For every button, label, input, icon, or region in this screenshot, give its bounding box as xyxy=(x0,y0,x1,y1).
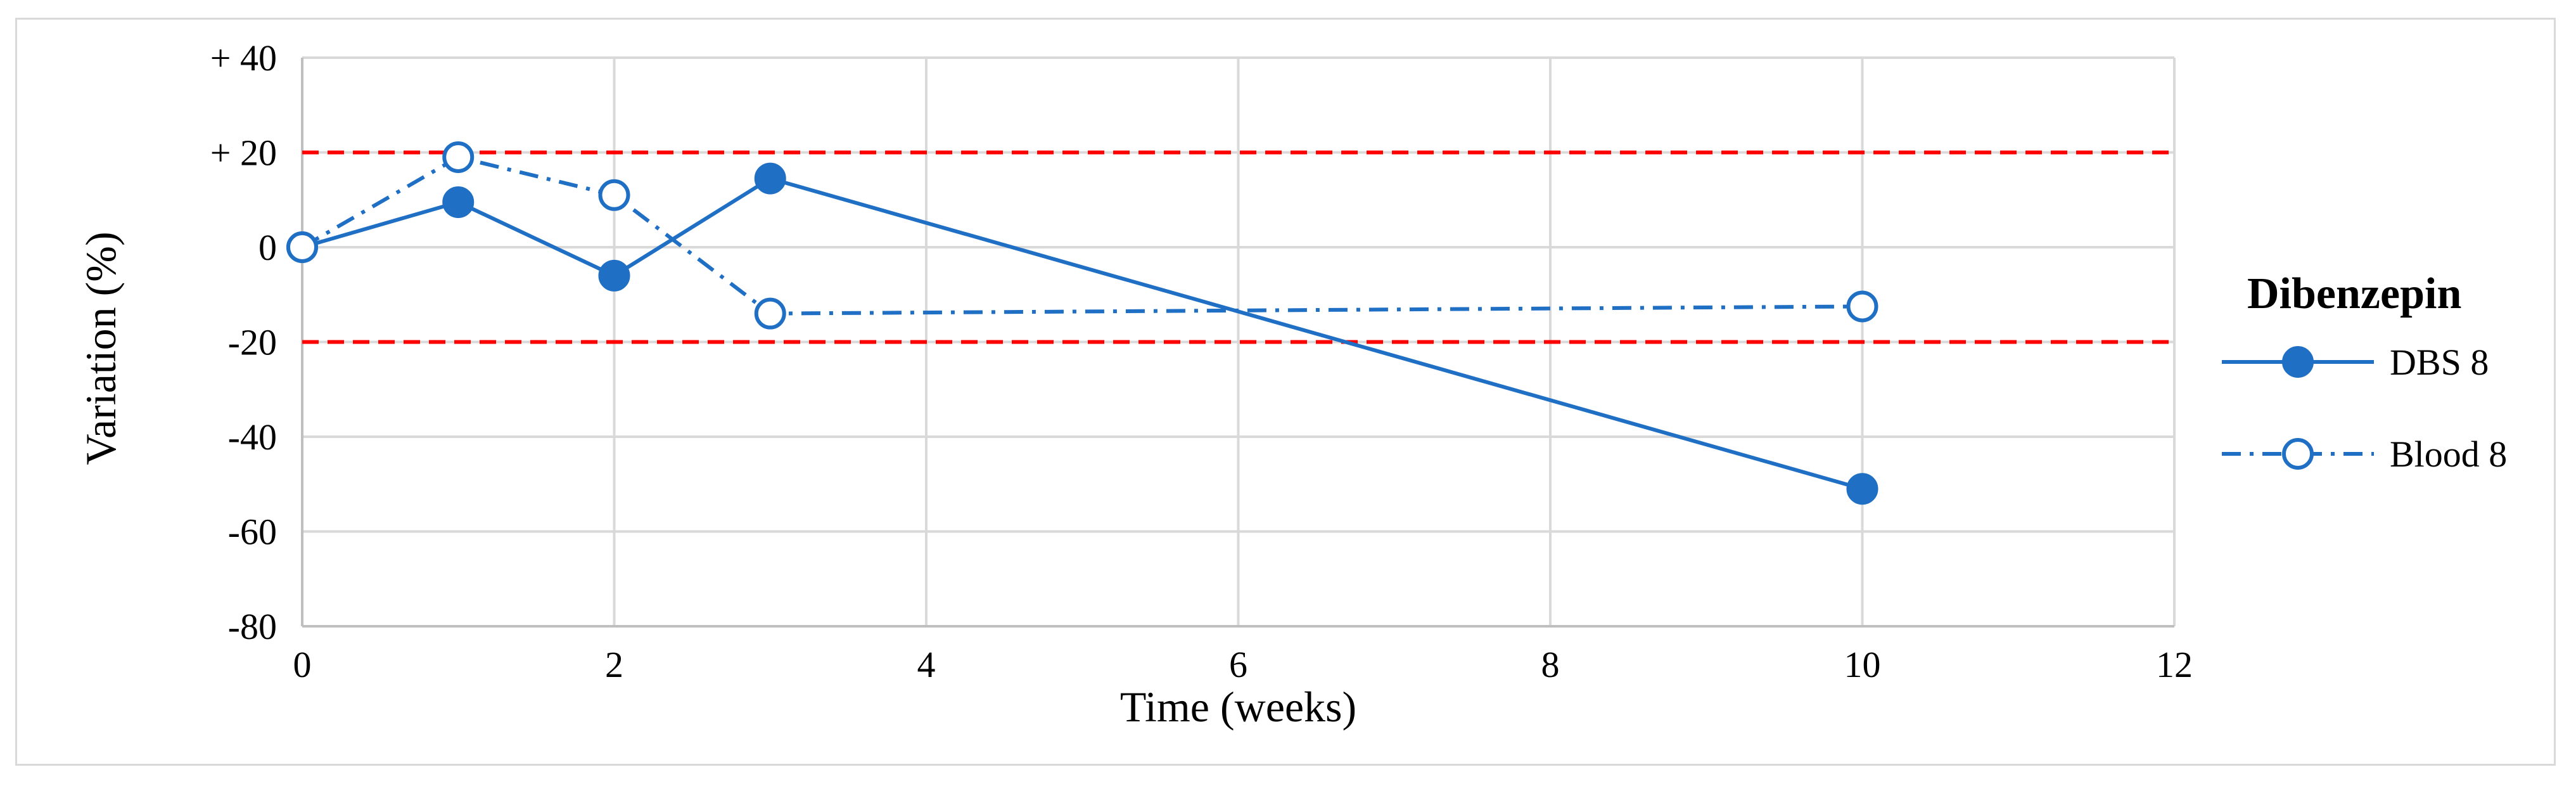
y-tick-label: -60 xyxy=(228,512,277,553)
legend-label: DBS 8 xyxy=(2390,342,2489,383)
x-tick-label: 8 xyxy=(1541,644,1560,685)
data-point xyxy=(598,259,630,292)
y-tick-label: + 40 xyxy=(210,37,277,79)
series-line xyxy=(302,176,1863,491)
y-tick-label: -40 xyxy=(228,416,277,458)
x-tick-label: 2 xyxy=(605,644,623,685)
legend-title: Dibenzepin xyxy=(2247,269,2461,318)
legend-item: Blood 8 xyxy=(2222,434,2507,475)
data-point xyxy=(442,186,475,218)
y-tick-label: -80 xyxy=(228,606,277,647)
legend: Dibenzepin DBS 8 Blood 8 xyxy=(2222,269,2507,475)
x-tick-label: 6 xyxy=(1229,644,1247,685)
series-1 xyxy=(286,162,1878,505)
y-tick-label: + 20 xyxy=(210,132,277,174)
series-line xyxy=(301,155,1863,316)
data-point xyxy=(598,179,630,211)
legend-marker xyxy=(2282,438,2314,470)
data-point xyxy=(754,162,786,195)
data-point xyxy=(1846,473,1878,505)
data-point xyxy=(286,231,318,263)
y-tick-label: -20 xyxy=(228,322,277,363)
series-layer xyxy=(286,141,1878,505)
y-tick-label: 0 xyxy=(258,227,277,268)
line-chart: + 40 + 20 0 -20 -40 -60 -80 0 2 4 6 8 10 12 Time (wee… xyxy=(77,37,2507,731)
x-tick-label: 4 xyxy=(917,644,936,685)
legend-marker xyxy=(2282,346,2314,378)
y-axis-title: Variation (%) xyxy=(77,231,125,465)
x-tick-label: 10 xyxy=(1844,644,1881,685)
x-tick-label: 0 xyxy=(293,644,312,685)
tick-labels: + 40 + 20 0 -20 -40 -60 -80 0 2 4 6 8 10 12 xyxy=(210,37,2193,685)
legend-item: DBS 8 xyxy=(2222,342,2489,383)
data-point xyxy=(442,141,475,173)
data-point xyxy=(754,297,786,330)
x-axis-title: Time (weeks) xyxy=(1120,683,1356,731)
legend-label: Blood 8 xyxy=(2390,434,2507,475)
series-2 xyxy=(286,141,1878,330)
chart-frame: + 40 + 20 0 -20 -40 -60 -80 0 2 4 6 8 10 12 Time (wee… xyxy=(15,18,2556,766)
x-tick-label: 12 xyxy=(2156,644,2193,685)
data-point xyxy=(1846,290,1878,323)
reference-lines xyxy=(302,150,2174,344)
